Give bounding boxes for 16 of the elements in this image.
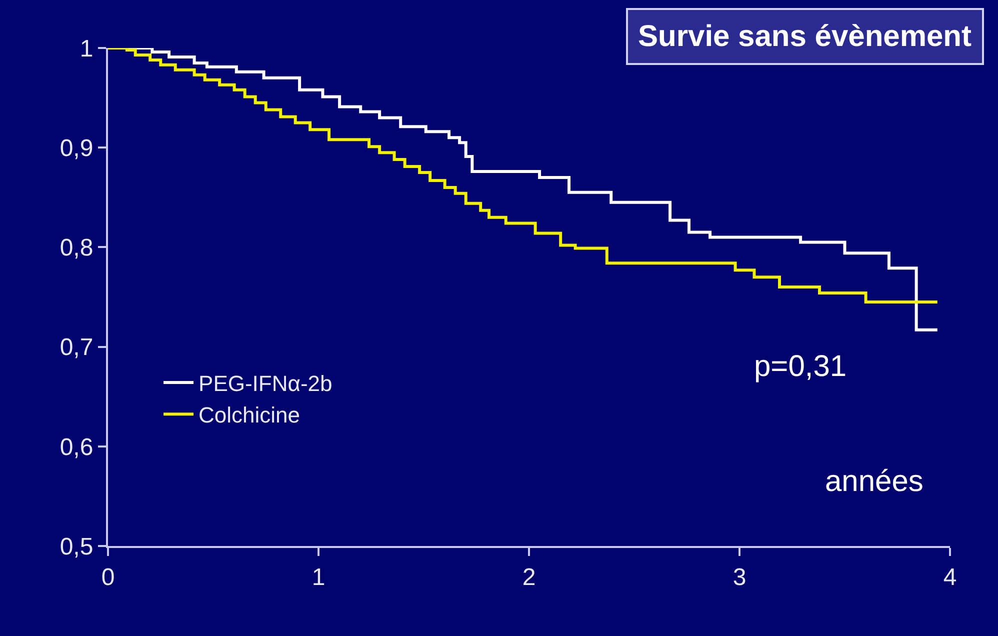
y-tick-label: 1 bbox=[80, 35, 94, 62]
legend-label: Colchicine bbox=[198, 402, 300, 428]
y-tick-label: 0,7 bbox=[60, 334, 94, 362]
legend-label: PEG-IFNα-2b bbox=[198, 371, 332, 396]
y-tick-label: 0,6 bbox=[60, 434, 94, 461]
x-tick-label: 4 bbox=[943, 564, 957, 591]
x-tick-label: 2 bbox=[522, 564, 536, 591]
y-tick-label: 0,9 bbox=[60, 135, 94, 162]
x-tick-label: 1 bbox=[312, 564, 326, 591]
annotation: p=0,31 bbox=[754, 350, 847, 383]
y-tick-label: 0,5 bbox=[60, 533, 94, 560]
x-tick-label: 3 bbox=[732, 564, 746, 591]
x-axis-title: années bbox=[825, 465, 924, 498]
y-tick-label: 0,8 bbox=[60, 234, 94, 262]
x-tick-label: 0 bbox=[101, 564, 115, 591]
chart-title: Survie sans évènement bbox=[638, 20, 972, 53]
